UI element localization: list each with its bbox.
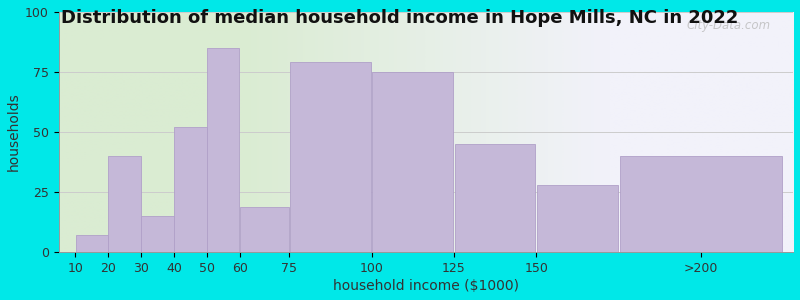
Y-axis label: households: households — [7, 93, 21, 171]
Bar — [537, 185, 618, 252]
Bar — [142, 216, 174, 252]
Bar — [174, 127, 206, 252]
X-axis label: household income ($1000): household income ($1000) — [333, 279, 519, 293]
Bar — [109, 156, 141, 252]
Bar — [620, 156, 782, 252]
Bar — [207, 48, 239, 252]
Text: City-Data.com: City-Data.com — [687, 19, 771, 32]
Bar — [290, 62, 370, 252]
Bar — [454, 144, 535, 252]
Bar — [240, 206, 289, 252]
Bar — [75, 236, 108, 252]
Bar — [372, 72, 453, 252]
Text: Distribution of median household income in Hope Mills, NC in 2022: Distribution of median household income … — [62, 9, 738, 27]
